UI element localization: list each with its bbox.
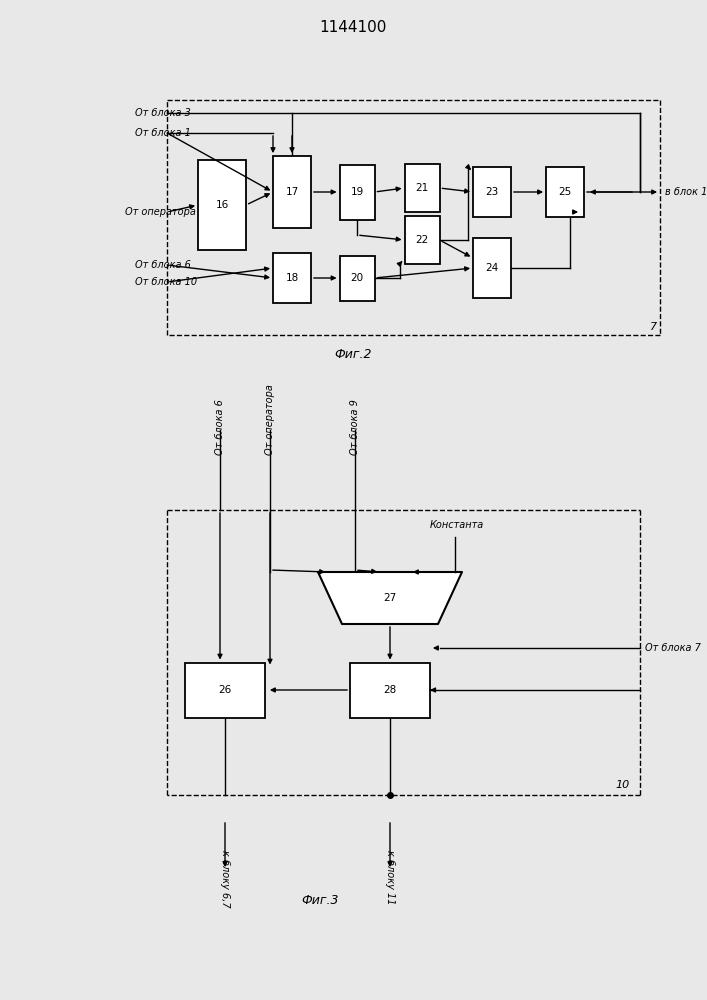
Polygon shape [318,572,462,624]
Bar [404,164,440,212]
Text: 19: 19 [351,187,363,197]
Bar [473,238,511,298]
Text: 25: 25 [559,187,572,197]
Bar [404,216,440,264]
Bar [198,160,246,250]
Text: От блока 10: От блока 10 [135,277,197,287]
Text: к блоку 11: к блоку 11 [385,850,395,904]
Text: Константа: Константа [430,520,484,530]
Text: От блока 6: От блока 6 [215,399,225,455]
Text: От блока 3: От блока 3 [135,108,191,118]
Bar [473,167,511,217]
Bar [546,167,584,217]
Text: 24: 24 [486,263,498,273]
Bar [273,156,311,228]
Text: Фиг.3: Фиг.3 [301,894,339,906]
Text: 17: 17 [286,187,298,197]
Text: 7: 7 [650,322,657,332]
Text: 21: 21 [416,183,428,193]
Bar [185,662,265,718]
Text: От блока 1: От блока 1 [135,128,191,138]
Text: к блоку 6,7: к блоку 6,7 [220,850,230,908]
Bar [339,255,375,300]
Text: в блок 10: в блок 10 [665,187,707,197]
Text: 22: 22 [416,235,428,245]
Text: От блока 9: От блока 9 [350,399,360,455]
Text: От блока 6: От блока 6 [135,260,191,270]
Text: 23: 23 [486,187,498,197]
Text: 20: 20 [351,273,363,283]
Text: От блока 7: От блока 7 [645,643,701,653]
Text: 10: 10 [615,780,629,790]
Text: 28: 28 [383,685,397,695]
Text: 16: 16 [216,200,228,210]
Text: 18: 18 [286,273,298,283]
Text: 27: 27 [383,593,397,603]
Text: От оператора: От оператора [125,207,196,217]
Text: 26: 26 [218,685,232,695]
Text: 1144100: 1144100 [320,20,387,35]
Text: Фиг.2: Фиг.2 [334,349,372,361]
Bar [350,662,430,718]
Bar [339,164,375,220]
Text: От оператора: От оператора [265,384,275,455]
Bar [273,253,311,303]
